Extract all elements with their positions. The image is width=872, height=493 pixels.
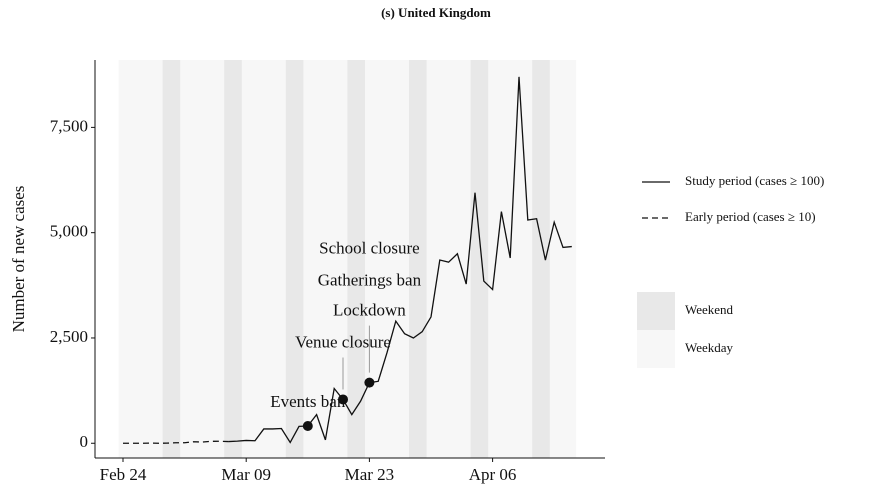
weekend-shade	[162, 60, 181, 458]
y-axis-label: Number of new cases	[9, 186, 28, 333]
legend-swatch	[637, 292, 675, 330]
weekend-shade	[470, 60, 489, 458]
chart-title: (s) United Kingdom	[381, 5, 491, 20]
series-line	[123, 440, 229, 444]
event-label: Lockdown	[333, 301, 406, 320]
series-line	[228, 76, 572, 444]
event-label: Venue closure	[295, 332, 391, 351]
event-marker	[364, 377, 375, 388]
x-tick-label: Feb 24	[100, 465, 147, 484]
event-label: School closure	[319, 239, 420, 258]
legend-label: Weekend	[685, 302, 734, 317]
event-marker	[302, 420, 313, 431]
y-tick-label: 0	[80, 432, 89, 451]
weekend-shade	[347, 60, 365, 458]
x-tick-label: Mar 09	[221, 465, 271, 484]
event-marker	[338, 394, 348, 405]
y-tick-label: 2,500	[50, 327, 88, 346]
y-tick-label: 5,000	[50, 222, 88, 241]
legend-swatch	[637, 330, 675, 368]
event-label: Gatherings ban	[318, 271, 422, 290]
weekend-shade	[409, 60, 427, 458]
y-tick-label: 7,500	[50, 116, 88, 135]
x-tick-label: Apr 06	[469, 465, 517, 484]
weekend-shade	[224, 60, 242, 458]
weekend-shade	[532, 60, 550, 458]
legend-label: Early period (cases ≥ 10)	[685, 209, 816, 224]
legend-label: Study period (cases ≥ 100)	[685, 173, 824, 188]
weekend-shade	[285, 60, 304, 458]
x-tick-label: Mar 23	[345, 465, 395, 484]
legend-label: Weekday	[685, 340, 734, 355]
event-label: Events ban	[270, 392, 346, 411]
